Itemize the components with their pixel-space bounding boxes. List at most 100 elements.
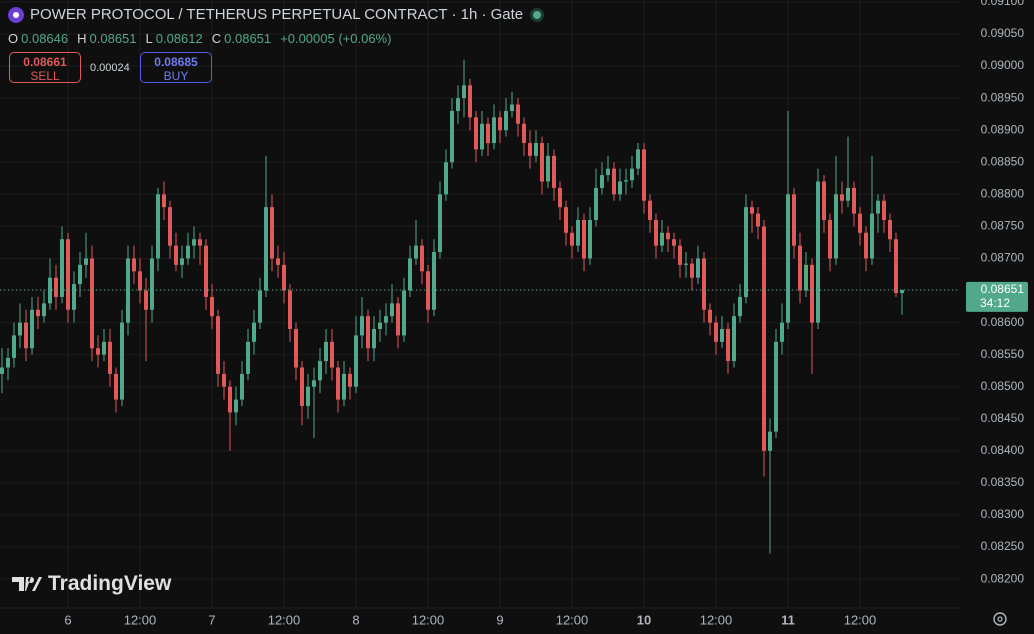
candle-body [438,194,442,253]
candle-body [168,207,172,246]
candle-body [762,226,766,451]
candle-body [108,341,112,374]
candle-body [882,200,886,220]
x-tick-label: 6 [64,612,71,627]
candle-body [834,194,838,259]
y-tick-label: 0.08350 [981,475,1025,489]
candle-body [228,386,232,413]
x-tick-label: 12:00 [700,612,733,627]
candle-body [474,117,478,150]
candle-body [540,143,544,182]
candle-body [324,341,328,362]
candle-body [12,335,16,358]
watermark-text: TradingView [48,572,172,595]
y-tick-label: 0.08400 [981,443,1025,457]
candle-body [258,290,262,323]
settings-icon[interactable] [993,612,1007,626]
x-tick-label: 9 [496,612,503,627]
change: +0.00005 (+0.06%) [280,31,392,46]
watermark: TradingView [12,572,171,596]
buy-button[interactable]: 0.08685 BUY [140,52,212,83]
candle-body [546,155,550,182]
candle-body [342,373,346,400]
candle-body [150,258,154,310]
candle-body [606,168,610,176]
sell-button[interactable]: 0.08661 SELL [9,52,81,83]
candle-body [318,361,322,381]
candle-body [36,309,40,317]
candle-body [216,316,220,374]
candle-body [420,245,424,272]
candle-body [900,289,904,294]
candle-body [822,181,826,220]
candle-body [42,303,46,317]
candle-body [210,296,214,317]
candle-body [312,380,316,387]
candle-body [414,245,418,259]
label: O [8,31,19,46]
candle-body [618,181,622,195]
spread: 0.00024 [90,62,130,74]
candle-body [630,168,634,181]
candle-body [594,187,598,220]
x-tick-label: 12:00 [556,612,589,627]
y-tick-label: 0.08800 [981,187,1025,201]
candle-body [516,104,520,124]
candle-body [90,258,94,349]
y-tick-label: 0.08550 [981,347,1025,361]
candle-body [72,284,76,310]
candle-body [486,123,490,144]
y-tick-label: 0.08950 [981,90,1025,104]
candle-body [198,239,202,246]
candle-body [492,117,496,144]
candle-body [390,303,394,317]
candle-body [174,245,178,265]
x-tick-label: 12:00 [268,612,301,627]
candle-body [732,316,736,362]
candle-body [768,431,772,451]
candle-body [738,296,742,317]
symbol-icon [8,6,24,23]
candle-body [666,232,670,240]
candle-body [774,341,778,432]
x-tick-label: 12:00 [412,612,445,627]
candle-body [498,117,502,131]
y-tick-label: 0.08600 [981,315,1025,329]
candle-body [804,264,808,291]
candle-body [828,219,832,259]
candle-body [96,348,100,355]
candle-body [624,180,628,182]
candle-body [402,290,406,336]
label: C [211,31,222,46]
y-tick-label: 0.09000 [981,58,1025,72]
logo [12,577,42,591]
candle-body [234,399,238,413]
candle-body [432,252,436,310]
candle-body [366,316,370,349]
last-price-tag [966,281,1028,312]
candle-body [780,322,784,342]
candle-body [792,194,796,246]
label: H [77,31,87,46]
x-tick-label: 12:00 [124,612,157,627]
candle-body [264,207,268,291]
candle-body [582,219,586,259]
candle-body [558,187,562,208]
candle-body [162,194,166,208]
candle-body [840,194,844,201]
y-tick-label: 0.08500 [981,379,1025,393]
candle-body [120,322,124,400]
candle-body [750,207,754,214]
candle-body [102,341,106,355]
candle-body [456,98,460,111]
candle-body [810,264,814,323]
candle-body [360,316,364,336]
candle-body [672,239,676,246]
candle-body [864,232,868,259]
candle-body [816,181,820,323]
x-tick-label: 8 [352,612,359,627]
candle-body [300,367,304,406]
candle-body [180,258,184,265]
candle-body [564,207,568,233]
candle-body [60,239,64,297]
